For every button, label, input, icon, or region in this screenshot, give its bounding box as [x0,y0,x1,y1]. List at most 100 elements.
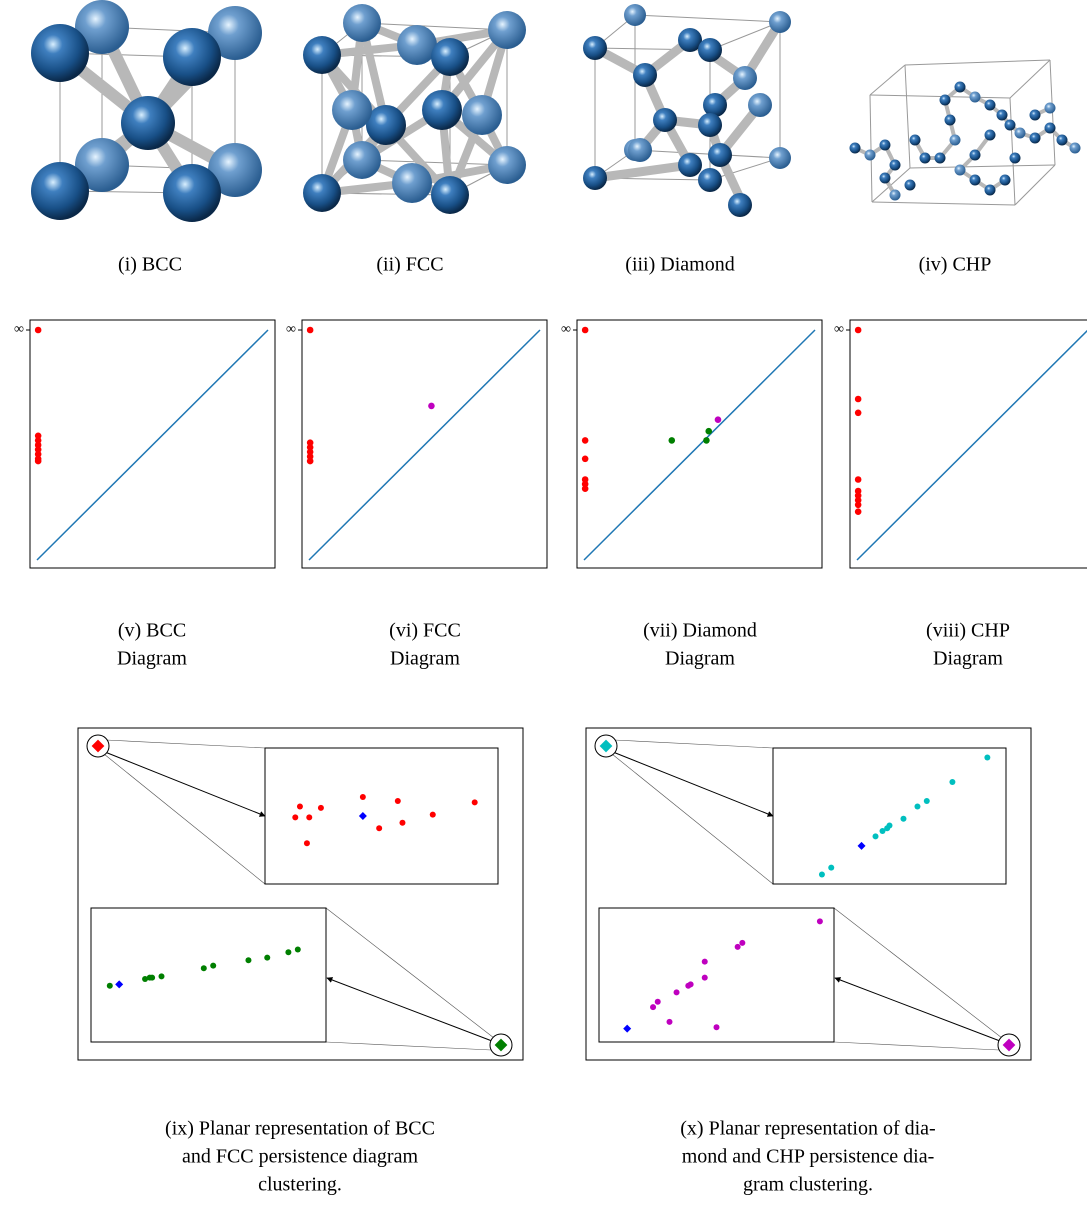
diagram-caption: Diagram [117,648,187,670]
atom [1070,143,1081,154]
point [201,965,207,971]
cell-edge [870,95,1010,98]
point [107,983,113,989]
point [285,949,291,955]
cell-edge [870,65,905,95]
atom [728,193,752,217]
inset-frame [773,748,1006,884]
point [828,865,834,871]
atom [1010,153,1021,164]
point [306,814,312,820]
atom [583,166,607,190]
atom [910,135,921,146]
atom [970,150,981,161]
zoom-guide [612,754,773,884]
atom [698,113,722,137]
diagram-caption: Diagram [933,648,1003,670]
point [582,456,589,463]
point [295,947,301,953]
point [685,983,691,989]
structure-caption: (iii) Diamond [625,254,734,276]
point [35,458,42,465]
cell-edge [1010,60,1050,98]
point [35,327,42,334]
point [210,963,216,969]
point [924,798,930,804]
point [307,458,314,465]
point [667,1019,673,1025]
crystal-structure [850,60,1081,205]
inset-frame [91,908,326,1042]
point [705,428,712,435]
point [472,799,478,805]
point [650,1004,656,1010]
bond [595,165,690,178]
diagram-caption: (vi) FCC [389,620,461,642]
atom [303,36,341,74]
atom [397,25,437,65]
zoom-arrow [105,752,265,816]
point [914,803,920,809]
atom [769,11,791,33]
zoom-guide [614,740,773,748]
planar-caption: and FCC persistence diagram [182,1146,418,1168]
zoom-guide [326,1042,491,1050]
point [245,957,251,963]
atom [769,147,791,169]
point [582,485,589,492]
atom [890,160,901,171]
crystal-structure [303,4,526,214]
diagram-caption: Diagram [390,648,460,670]
atom [431,176,469,214]
atom [950,135,961,146]
point [318,805,324,811]
point [264,955,270,961]
atom [462,95,502,135]
point [292,814,298,820]
atom [955,165,966,176]
atom [708,143,732,167]
atom [997,110,1008,121]
atom [1005,120,1016,131]
atom [1015,128,1026,139]
cell-edge [905,60,1050,65]
point [900,816,906,822]
atom [970,92,981,103]
point [739,940,745,946]
atom [392,163,432,203]
point [360,794,366,800]
point [984,755,990,761]
point [702,975,708,981]
atom [1030,133,1041,144]
point [873,833,879,839]
planar-caption: (x) Planar representation of dia- [680,1118,935,1140]
point [668,437,675,444]
y-tick-label: ∞ [561,322,571,337]
diagram-caption: (viii) CHP [926,620,1010,642]
point [428,403,435,410]
zoom-guide [834,1042,999,1050]
atom [890,190,901,201]
atom [1030,110,1041,121]
point [819,871,825,877]
point [855,396,862,403]
diagram-caption: (vii) Diamond [643,620,757,642]
cell-edge [870,95,872,202]
atom [698,168,722,192]
point [304,840,310,846]
atom [431,38,469,76]
atom [940,95,951,106]
diagonal [309,330,540,560]
planar-caption: mond and CHP persistence dia- [682,1146,935,1168]
atom [920,153,931,164]
point [674,989,680,995]
point [159,973,165,979]
atom [748,93,772,117]
atom [985,130,996,141]
point [855,508,862,515]
point [703,437,710,444]
atom [985,100,996,111]
atom [905,180,916,191]
point [714,1024,720,1030]
atom [332,90,372,130]
